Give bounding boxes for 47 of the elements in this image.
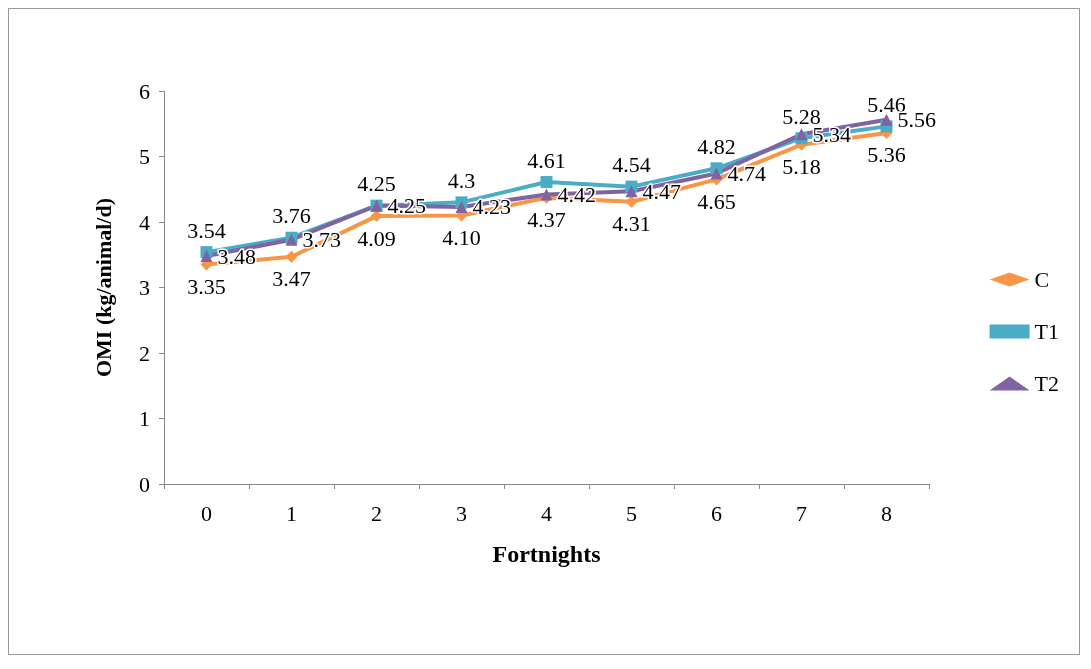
x-tick-label: 0 xyxy=(201,500,212,526)
point xyxy=(795,128,808,141)
x-tick-label: 8 xyxy=(881,500,892,526)
data-label: 4.09 xyxy=(357,225,396,251)
data-label: 3.54 xyxy=(187,217,226,243)
y-axis-title: OMI (kg/animal/d) xyxy=(90,197,116,378)
y-tick-label: 3 xyxy=(139,275,150,300)
x-tick-label: 7 xyxy=(796,500,807,526)
legend-label: T1 xyxy=(1034,319,1060,344)
x-tick-label: 6 xyxy=(711,500,722,526)
point xyxy=(710,167,723,180)
data-label: 4.10 xyxy=(442,224,481,250)
y-tick-label: 5 xyxy=(139,144,150,169)
point xyxy=(540,176,553,189)
point xyxy=(455,200,468,213)
data-label: 3.47 xyxy=(272,266,311,292)
data-label: 4.82 xyxy=(697,133,736,159)
data-label: 4.65 xyxy=(697,188,736,214)
x-tick-label: 1 xyxy=(286,500,297,526)
y-tick-label: 4 xyxy=(139,209,150,235)
x-tick-label: 3 xyxy=(456,500,467,526)
data-label: 4.37 xyxy=(527,207,566,233)
point xyxy=(285,250,298,263)
point xyxy=(625,185,638,198)
legend-label: C xyxy=(1034,267,1050,292)
data-label: 4.23 xyxy=(472,194,511,220)
y-tick-label: 2 xyxy=(139,340,150,366)
data-label: 3.76 xyxy=(272,203,311,229)
data-label: 4.61 xyxy=(527,147,566,173)
data-label: 4.54 xyxy=(612,152,651,178)
point xyxy=(880,113,893,126)
data-label: 4.42 xyxy=(557,181,596,207)
data-label: 3.35 xyxy=(187,274,226,300)
x-tick-label: 5 xyxy=(626,500,637,526)
x-tick-label: 4 xyxy=(541,500,552,526)
x-axis-title: Fortnights xyxy=(492,541,601,567)
data-label: 4.74 xyxy=(727,161,766,187)
y-tick-label: 1 xyxy=(139,406,150,431)
y-tick-label: 6 xyxy=(139,78,150,104)
data-label: 5.18 xyxy=(782,154,821,180)
data-label: 4.31 xyxy=(612,211,651,237)
data-label: 4.3 xyxy=(447,167,476,193)
x-tick-label: 2 xyxy=(371,500,382,526)
point xyxy=(200,250,213,263)
legend-label: T2 xyxy=(1034,371,1060,396)
y-tick-label: 0 xyxy=(139,471,150,497)
data-label: 5.36 xyxy=(867,142,906,168)
